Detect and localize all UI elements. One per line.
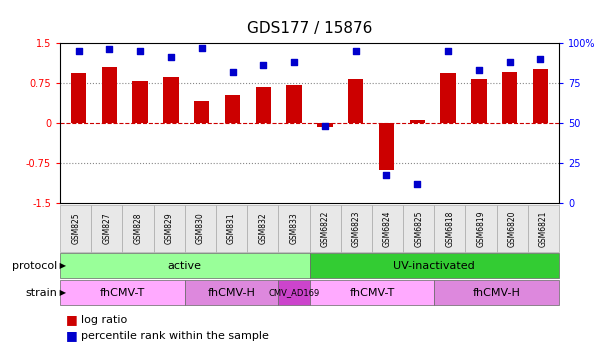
Bar [132,81,148,123]
Bar [71,73,87,123]
Point [412,181,422,187]
Text: GSM833: GSM833 [290,213,299,244]
Text: percentile rank within the sample: percentile rank within the sample [81,331,269,341]
Bar [163,77,178,123]
Text: fhCMV-H: fhCMV-H [207,288,255,298]
Bar [287,85,302,123]
Point [74,48,84,54]
Text: GSM6821: GSM6821 [539,210,548,247]
Point [320,124,330,129]
Bar [379,123,394,170]
Text: fhCMV-T: fhCMV-T [349,288,394,298]
Text: GSM825: GSM825 [71,213,80,244]
Text: GDS177 / 15876: GDS177 / 15876 [247,21,372,36]
Point [351,48,361,54]
Text: fhCMV-T: fhCMV-T [100,288,145,298]
Text: GSM832: GSM832 [258,213,267,244]
Point [197,45,207,50]
Text: GSM829: GSM829 [165,213,174,244]
Bar [471,79,487,123]
Point [505,59,514,65]
Bar [410,120,425,123]
Text: ■: ■ [66,313,78,326]
Text: GSM828: GSM828 [133,213,142,244]
Text: GSM6825: GSM6825 [414,210,423,247]
Bar [532,69,548,123]
Point [535,56,545,62]
Point [105,46,114,52]
Point [258,62,268,68]
Text: GSM830: GSM830 [196,213,205,244]
Text: GSM6824: GSM6824 [383,210,392,247]
Text: CMV_AD169: CMV_AD169 [268,288,320,297]
Text: UV-inactivated: UV-inactivated [393,261,475,271]
Point [474,67,484,73]
Text: ▶: ▶ [57,288,66,297]
Text: active: active [168,261,202,271]
Bar [317,123,332,127]
Text: GSM6822: GSM6822 [320,210,329,247]
Text: protocol: protocol [12,261,57,271]
Point [228,69,237,75]
Bar [255,87,271,123]
Text: fhCMV-H: fhCMV-H [472,288,520,298]
Text: GSM831: GSM831 [227,213,236,244]
Text: GSM827: GSM827 [102,213,111,244]
Bar [502,72,517,123]
Text: log ratio: log ratio [81,315,127,325]
Bar [225,95,240,123]
Bar [348,79,364,123]
Bar [194,101,209,123]
Point [382,172,391,177]
Text: GSM6823: GSM6823 [352,210,361,247]
Point [166,54,175,60]
Text: ▶: ▶ [57,261,66,271]
Text: GSM6820: GSM6820 [508,210,517,247]
Text: GSM6819: GSM6819 [477,210,486,247]
Point [135,48,145,54]
Point [444,48,453,54]
Text: strain: strain [25,288,57,298]
Text: ■: ■ [66,329,78,342]
Point [289,59,299,65]
Bar [102,67,117,123]
Bar [441,73,456,123]
Text: GSM6818: GSM6818 [445,210,454,247]
